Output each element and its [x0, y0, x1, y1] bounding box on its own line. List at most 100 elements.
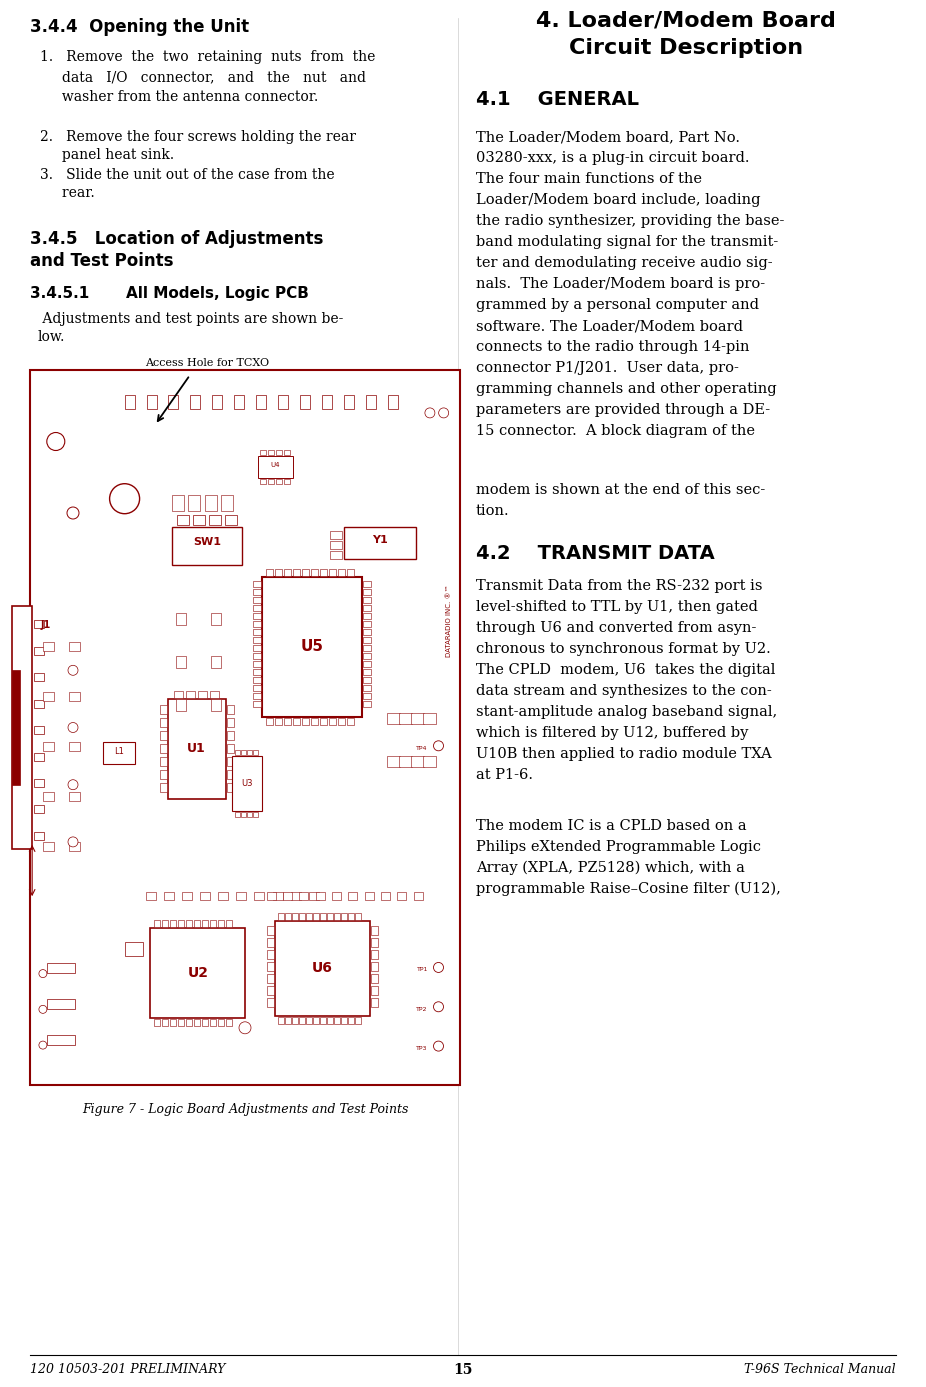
Bar [267, 950, 274, 958]
Text: 2.   Remove the four screws holding the rear: 2. Remove the four screws holding the re… [40, 130, 356, 144]
Bar [363, 662, 371, 667]
Bar [348, 892, 357, 900]
Bar [268, 479, 274, 484]
Bar [182, 892, 193, 900]
Text: Philips eXtended Programmable Logic: Philips eXtended Programmable Logic [476, 841, 761, 854]
Bar [285, 913, 291, 920]
Bar [253, 605, 261, 612]
Text: connector P1/J201.  User data, pro-: connector P1/J201. User data, pro- [476, 361, 739, 374]
Bar [34, 725, 44, 734]
Bar [200, 892, 210, 900]
Bar [363, 589, 371, 595]
Bar [47, 999, 75, 1010]
Bar [146, 892, 156, 900]
Bar [363, 694, 371, 699]
Bar [330, 551, 342, 559]
Bar [209, 691, 219, 698]
Text: The CPLD  modem, U6  takes the digital: The CPLD modem, U6 takes the digital [476, 663, 775, 677]
Text: ter and demodulating receive audio sig-: ter and demodulating receive audio sig- [476, 257, 772, 270]
Bar [179, 920, 184, 927]
Circle shape [433, 1001, 444, 1011]
Bar [159, 743, 167, 753]
Bar [294, 718, 300, 725]
Bar [366, 395, 376, 409]
Text: U2: U2 [187, 965, 208, 979]
Bar [155, 1018, 160, 1026]
Bar [285, 1017, 291, 1024]
Circle shape [39, 1006, 47, 1014]
Bar [30, 370, 460, 1085]
Text: 4. Loader/Modem Board: 4. Loader/Modem Board [536, 10, 836, 31]
Text: U6: U6 [312, 961, 333, 975]
Bar [179, 1018, 184, 1026]
Bar [159, 757, 167, 766]
Text: grammed by a personal computer and: grammed by a personal computer and [476, 298, 759, 312]
Bar [332, 892, 341, 900]
Bar [227, 743, 233, 753]
Circle shape [433, 1042, 444, 1051]
Bar [43, 842, 54, 850]
Bar [282, 892, 292, 900]
Bar [253, 750, 258, 755]
Bar [363, 613, 371, 620]
Bar [313, 913, 319, 920]
Text: 3.   Slide the unit out of the case from the: 3. Slide the unit out of the case from t… [40, 168, 334, 182]
Bar [327, 1017, 333, 1024]
Circle shape [439, 408, 449, 417]
Text: 3.4.5   Location of Adjustments: 3.4.5 Location of Adjustments [30, 230, 323, 248]
Text: TP2: TP2 [417, 1007, 428, 1011]
Bar [69, 742, 80, 750]
Text: modem is shown at the end of this sec-: modem is shown at the end of this sec- [476, 483, 765, 497]
Bar [194, 1018, 200, 1026]
Bar [267, 938, 274, 946]
Text: 3.4.5.1       All Models, Logic PCB: 3.4.5.1 All Models, Logic PCB [30, 286, 309, 301]
Text: Transmit Data from the RS-232 port is: Transmit Data from the RS-232 port is [476, 578, 762, 594]
Bar [253, 670, 261, 675]
Bar [241, 813, 246, 817]
Bar [253, 662, 261, 667]
Text: T-96S Technical Manual: T-96S Technical Manual [745, 1363, 896, 1376]
Bar [225, 516, 237, 526]
Bar [284, 479, 290, 484]
Bar [43, 792, 54, 800]
Bar [227, 770, 233, 779]
Bar [125, 942, 143, 956]
Bar [267, 997, 274, 1007]
Bar [267, 892, 276, 900]
Bar [307, 913, 312, 920]
Text: 1.   Remove  the  two  retaining  nuts  from  the: 1. Remove the two retaining nuts from th… [40, 50, 375, 64]
Bar [155, 920, 160, 927]
Bar [159, 718, 167, 727]
Bar [275, 718, 282, 725]
Bar [210, 656, 220, 669]
Circle shape [239, 1022, 251, 1033]
Bar [34, 620, 44, 628]
Bar [203, 1018, 208, 1026]
Bar [363, 621, 371, 627]
Bar [399, 713, 412, 724]
Bar [278, 1017, 284, 1024]
Bar [227, 731, 233, 739]
Bar [227, 718, 233, 727]
Text: DATARADIO INC. ®™: DATARADIO INC. ®™ [446, 584, 452, 656]
Bar [371, 986, 378, 994]
Text: The four main functions of the: The four main functions of the [476, 172, 702, 186]
Text: Figure 7 - Logic Board Adjustments and Test Points: Figure 7 - Logic Board Adjustments and T… [81, 1103, 408, 1117]
Bar [226, 1018, 232, 1026]
Bar [363, 677, 371, 684]
Bar [164, 892, 174, 900]
Bar [266, 718, 273, 725]
Bar [43, 692, 54, 700]
Circle shape [39, 970, 47, 978]
Text: 3.4.4  Opening the Unit: 3.4.4 Opening the Unit [30, 18, 249, 36]
Bar [276, 449, 282, 455]
Text: washer from the antenna connector.: washer from the antenna connector. [40, 90, 319, 104]
Bar [371, 997, 378, 1007]
Text: gramming channels and other operating: gramming channels and other operating [476, 381, 777, 397]
Bar [219, 892, 229, 900]
Bar [272, 892, 282, 900]
Bar [284, 569, 291, 577]
Text: programmable Raise–Cosine filter (U12),: programmable Raise–Cosine filter (U12), [476, 882, 781, 896]
Bar [34, 699, 44, 707]
Bar [235, 813, 240, 817]
